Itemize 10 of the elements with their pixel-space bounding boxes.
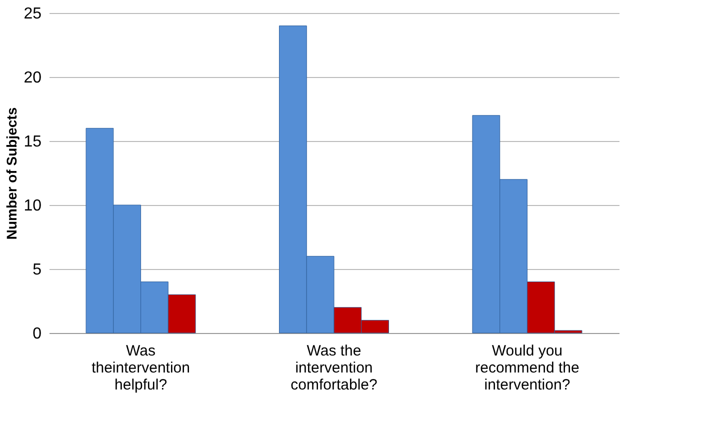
y-tick-label: 5	[32, 262, 42, 278]
x-tick-label: Was the intervention comfortable?	[290, 342, 378, 394]
y-tick-label: 25	[24, 6, 42, 22]
x-tick-label: Would you recommend the intervention?	[475, 342, 580, 394]
y-tick-label: 0	[32, 326, 42, 342]
y-axis-title: Number of Subjects	[4, 107, 20, 240]
x-tick-label: Was theintervention helpful?	[92, 342, 190, 394]
y-tick-label: 10	[24, 198, 42, 214]
y-tick-label: 15	[24, 134, 42, 150]
y-tick-label: 20	[24, 70, 42, 86]
